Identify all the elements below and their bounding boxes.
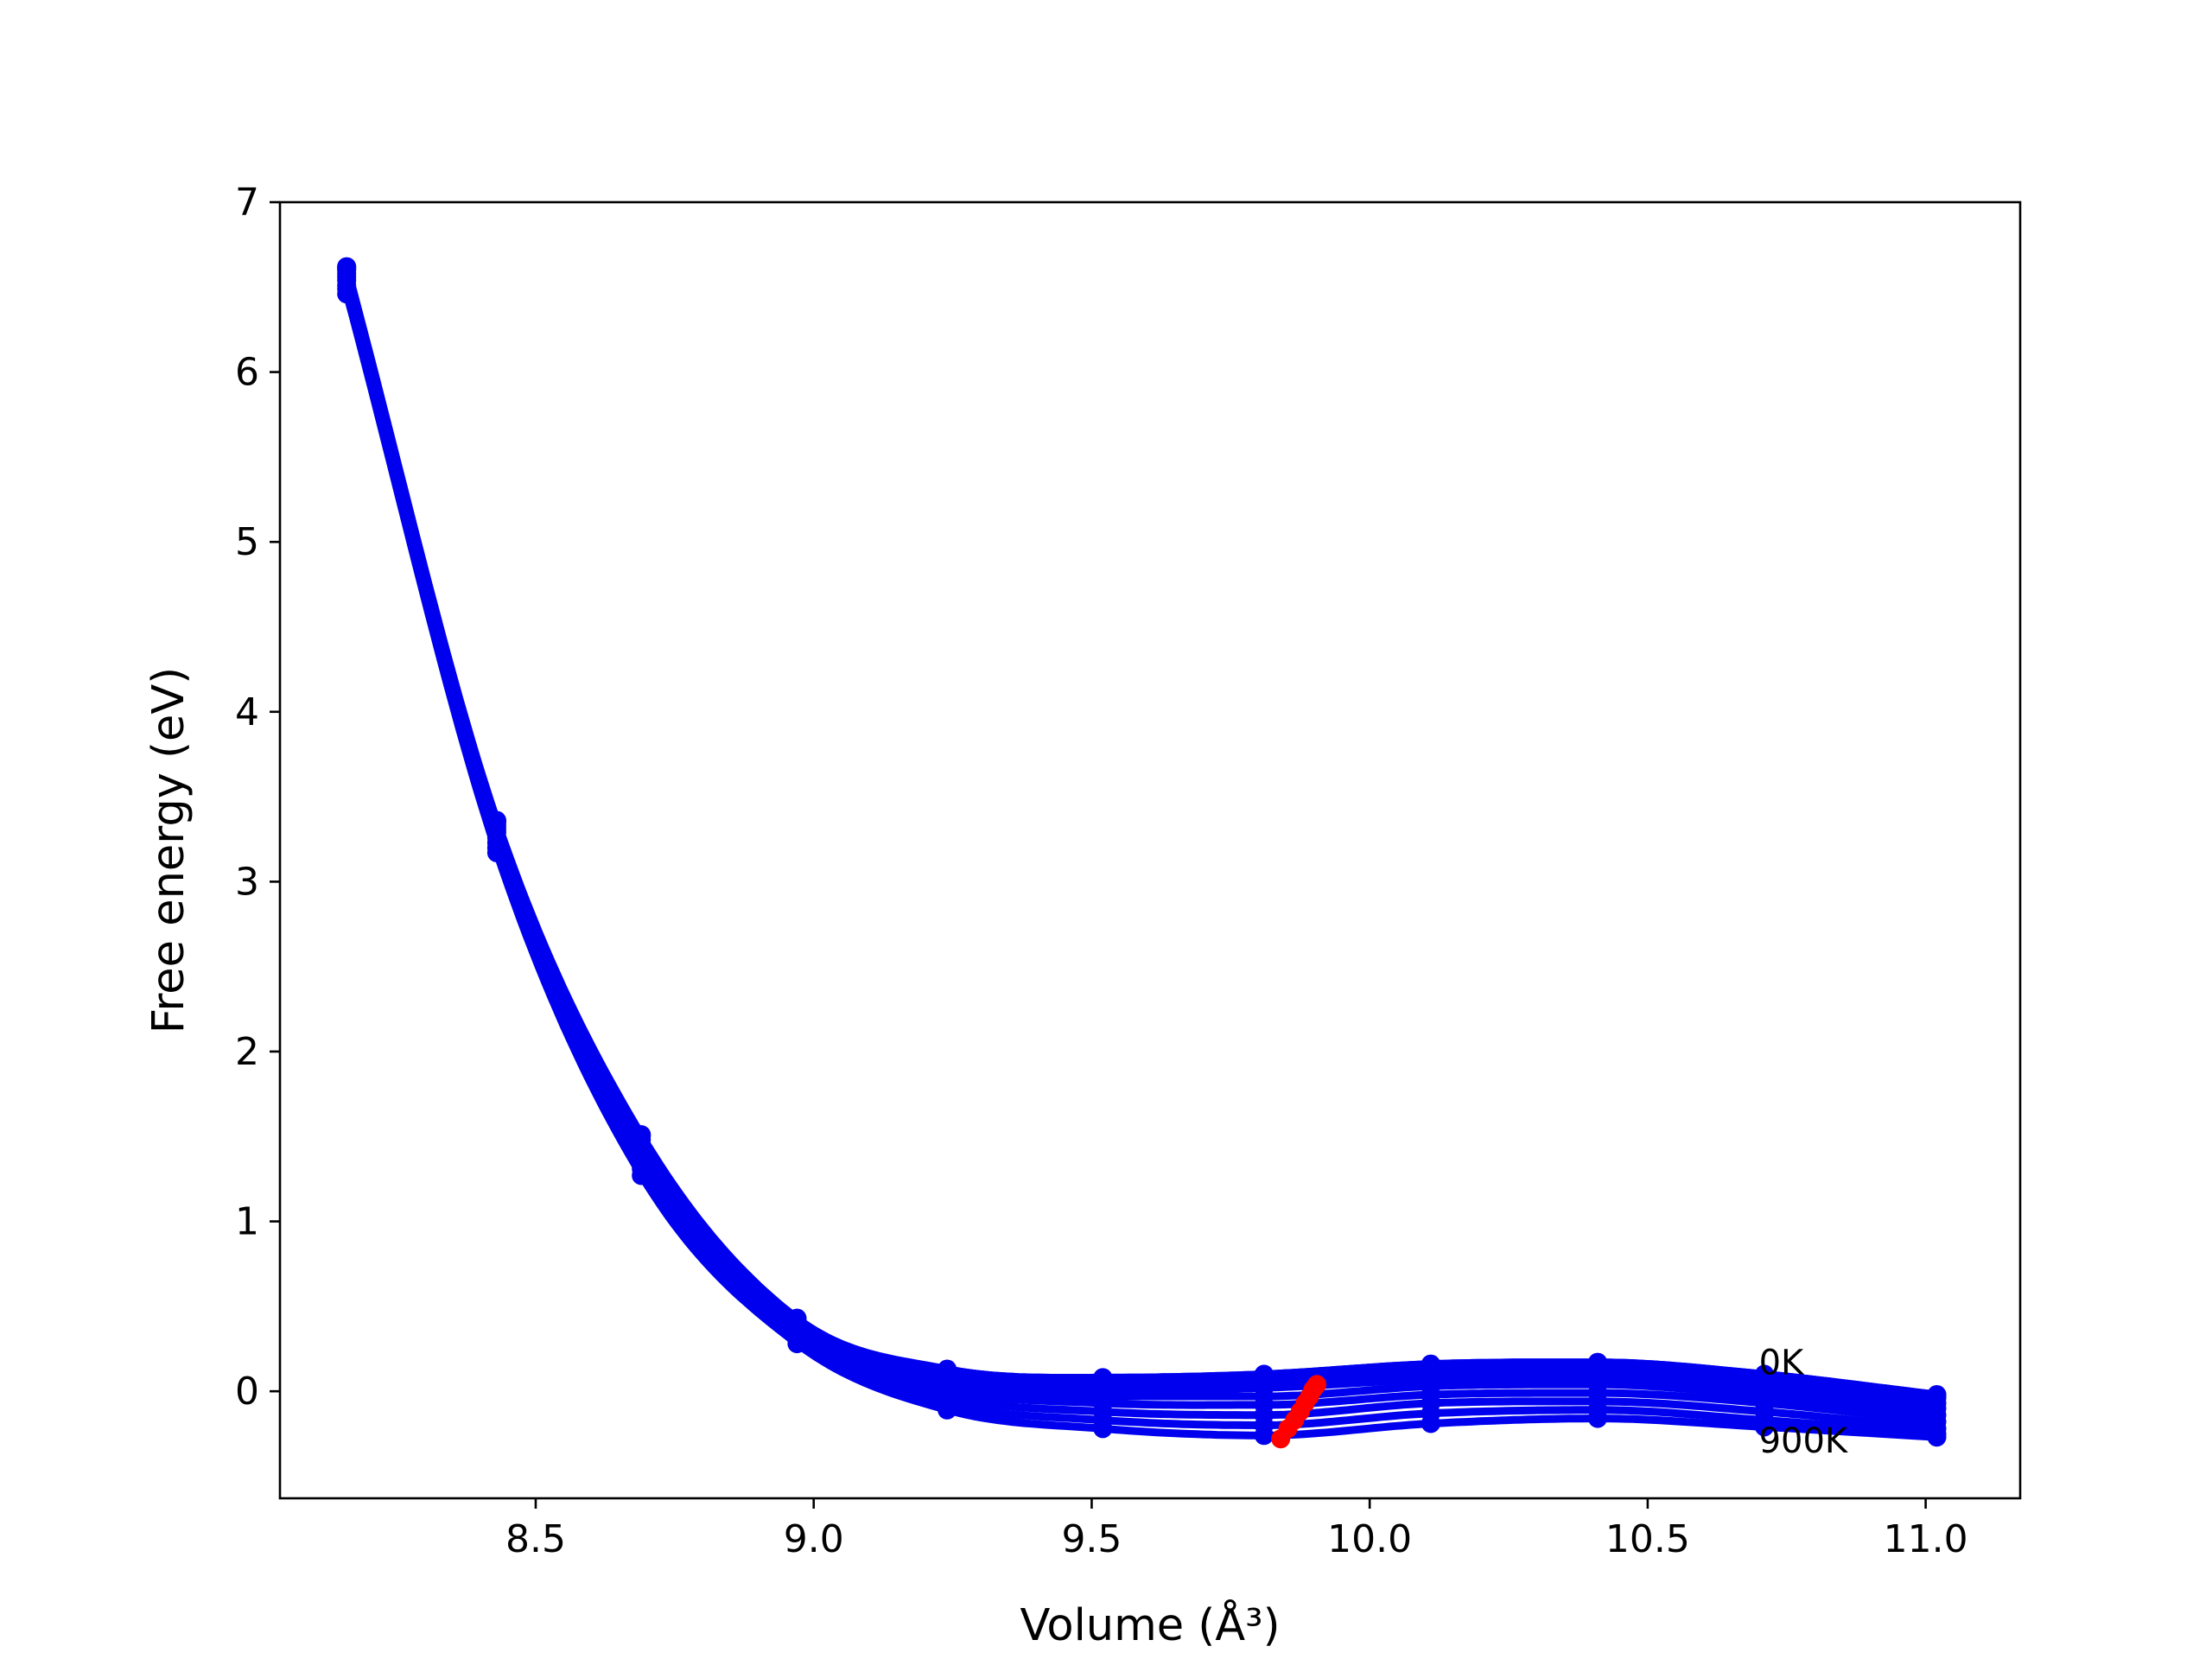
- y-tick-label: 0: [235, 1370, 259, 1414]
- minimum-path-layer: [1271, 1375, 1326, 1449]
- data-point: [938, 1400, 957, 1420]
- x-tick-label: 8.5: [505, 1517, 566, 1561]
- y-tick-label: 5: [235, 520, 259, 564]
- series-line-200K: [342, 264, 1941, 1402]
- x-tick-label: 9.0: [784, 1517, 844, 1561]
- temperature-annotation: 900K: [1759, 1421, 1849, 1461]
- series-line-400K: [342, 270, 1941, 1413]
- series-line-300K: [342, 266, 1941, 1408]
- annotations: 0K 900K: [1759, 1343, 1849, 1460]
- data-point: [1927, 1427, 1947, 1447]
- series-line-600K: [342, 276, 1941, 1426]
- minimum-point: [1271, 1429, 1291, 1449]
- x-axis: 8.5 9.0 9.5 10.0 10.5 11.0: [505, 1498, 1968, 1561]
- curves-layer: [342, 263, 1941, 1441]
- y-tick-label: 1: [235, 1200, 259, 1244]
- series-line-900K: [342, 289, 1941, 1441]
- data-point: [1755, 1417, 1774, 1437]
- series-line-500K: [342, 273, 1941, 1420]
- x-tick-label: 10.5: [1605, 1517, 1690, 1561]
- temperature-annotation: 0K: [1759, 1343, 1805, 1382]
- y-axis: 0 1 2 3 4 5 6 7: [235, 181, 280, 1414]
- data-point: [1093, 1419, 1113, 1439]
- x-axis-label: Volume (Å³): [1020, 1598, 1280, 1651]
- y-tick-label: 3: [235, 860, 259, 904]
- data-point: [486, 842, 506, 862]
- x-tick-label: 10.0: [1327, 1517, 1412, 1561]
- data-point: [1421, 1414, 1440, 1433]
- series-line-800K: [342, 284, 1941, 1438]
- y-tick-label: 6: [235, 351, 259, 395]
- x-tick-label: 9.5: [1061, 1517, 1122, 1561]
- data-point: [1254, 1426, 1274, 1446]
- data-point: [337, 284, 357, 304]
- data-point: [1588, 1408, 1607, 1428]
- plot-frame: [278, 200, 2022, 1500]
- points-layer: [337, 257, 1947, 1447]
- series-line-0K: [342, 263, 1941, 1399]
- data-point: [632, 1166, 652, 1185]
- series-line-700K: [342, 281, 1941, 1433]
- y-tick-label: 4: [235, 690, 259, 734]
- y-tick-label: 2: [235, 1030, 259, 1074]
- series-line-100K: [342, 263, 1941, 1399]
- y-axis-label: Free energy (eV): [143, 667, 194, 1033]
- y-tick-label: 7: [235, 181, 259, 225]
- x-tick-label: 11.0: [1884, 1517, 1968, 1561]
- data-point: [787, 1334, 807, 1354]
